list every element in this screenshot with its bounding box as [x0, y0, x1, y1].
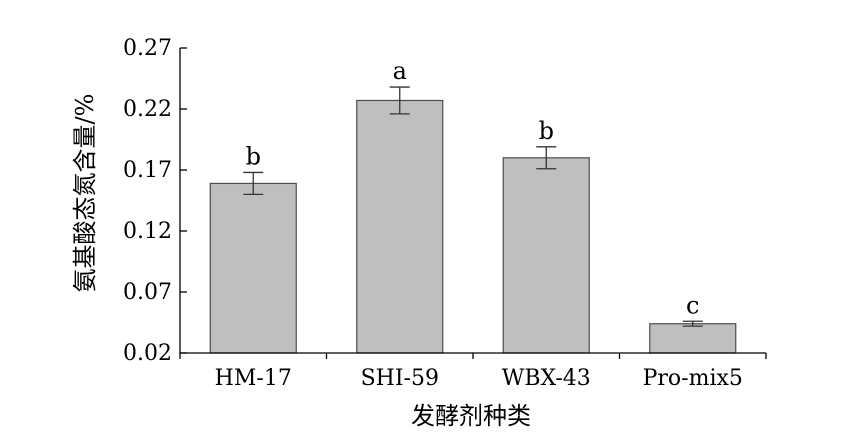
y-tick-label: 0.22 [123, 97, 172, 122]
error-bar-shi-59 [389, 86, 410, 115]
x-tick-label: HM-17 [215, 366, 292, 391]
error-bar-wbx-43 [536, 146, 557, 170]
error-bar-pro-mix5 [682, 320, 703, 327]
axes-layer [179, 47, 767, 359]
y-tick-label: 0.17 [123, 158, 172, 183]
bar-hm-17 [209, 182, 297, 354]
significance-label: b [539, 117, 554, 145]
bar-wbx-43 [502, 157, 590, 354]
labels-layer: b HM-17 a SHI-59 b WBX-43 c Pro-mix5 0.02 0.07 0.1… [123, 36, 743, 391]
y-tick-label: 0.02 [123, 341, 172, 366]
significance-label: b [246, 142, 261, 170]
y-tick-label: 0.27 [123, 36, 172, 61]
x-tick-label: WBX-43 [502, 366, 591, 391]
x-axis-title: 发酵剂种类 [411, 402, 531, 430]
error-bar-hm-17 [243, 171, 264, 196]
x-tick-label: SHI-59 [361, 366, 439, 391]
bar-shi-59 [356, 99, 444, 354]
errorbars-layer [243, 86, 703, 327]
x-tick-label: Pro-mix5 [643, 366, 743, 391]
y-tick-label: 0.07 [123, 280, 172, 305]
y-tick-label: 0.12 [123, 219, 172, 244]
y-axis-title: 氨基酸态氮含量/% [71, 94, 99, 293]
bar-pro-mix5 [649, 323, 737, 354]
significance-label: c [686, 291, 699, 319]
bars-layer [209, 99, 737, 354]
significance-label: a [393, 57, 407, 85]
